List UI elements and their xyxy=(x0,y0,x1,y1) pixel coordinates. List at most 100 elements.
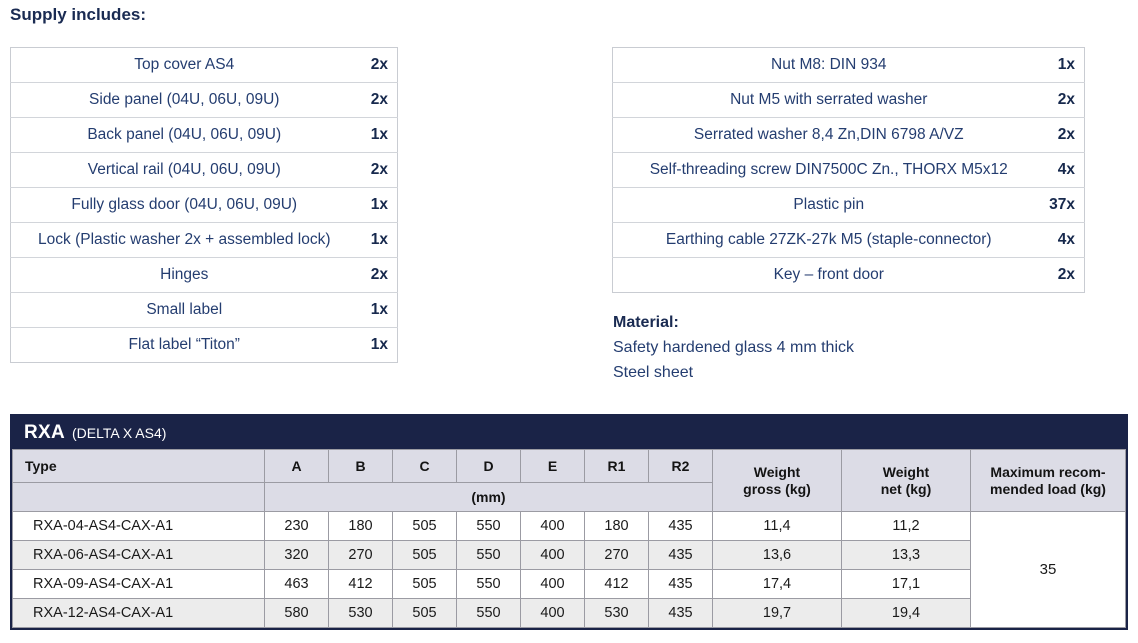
dim-cell: 435 xyxy=(648,569,713,599)
col-header-dim: B xyxy=(328,449,393,483)
dim-cell: 505 xyxy=(392,569,457,599)
dim-cell: 400 xyxy=(520,598,585,628)
dim-cell: 270 xyxy=(584,540,649,570)
dim-cell: 550 xyxy=(456,511,521,541)
supply-item: Lock (Plastic washer 2x + assembled lock… xyxy=(10,222,354,258)
weight-gross-cell: 19,7 xyxy=(712,598,842,628)
supply-qty: 37x xyxy=(1040,187,1085,223)
col-header-dim: R2 xyxy=(648,449,713,483)
supply-row: Nut M5 with serrated washer 2x xyxy=(612,82,1085,118)
supply-item: Back panel (04U, 06U, 09U) xyxy=(10,117,354,153)
spec-title-bar: RXA (DELTA X AS4) xyxy=(12,416,1126,449)
supply-item: Plastic pin xyxy=(612,187,1041,223)
type-cell: RXA-09-AS4-CAX-A1 xyxy=(12,569,265,599)
col-header-weight-gross: Weight gross (kg) xyxy=(712,449,842,512)
supply-row: Earthing cable 27ZK-27k M5 (staple-conne… xyxy=(612,222,1085,258)
dim-cell: 180 xyxy=(584,511,649,541)
supply-qty: 2x xyxy=(1040,82,1085,118)
col-header-max-load: Maximum recom- mended load (kg) xyxy=(970,449,1126,512)
weight-gross-cell: 17,4 xyxy=(712,569,842,599)
unit-row-empty-cell xyxy=(12,482,265,512)
supply-row: Plastic pin 37x xyxy=(612,187,1085,223)
supply-row: Key – front door 2x xyxy=(612,257,1085,293)
type-cell: RXA-04-AS4-CAX-A1 xyxy=(12,511,265,541)
spec-data-row: RXA-06-AS4-CAX-A1 320 270 505 550 400 27… xyxy=(12,540,1126,570)
dim-cell: 320 xyxy=(264,540,329,570)
supply-item: Vertical rail (04U, 06U, 09U) xyxy=(10,152,354,188)
material-label: Material: xyxy=(613,314,679,331)
supply-qty: 1x xyxy=(353,292,398,328)
supply-item: Small label xyxy=(10,292,354,328)
supply-qty: 2x xyxy=(353,82,398,118)
material-section: Material: Safety hardened glass 4 mm thi… xyxy=(613,310,854,385)
supply-row: Self-threading screw DIN7500C Zn., THORX… xyxy=(612,152,1085,188)
col-header-type: Type xyxy=(12,449,265,483)
spec-header-row: Type A B C D E R1 R2 Weight gross (kg) W… xyxy=(12,449,1126,512)
supply-qty: 1x xyxy=(353,117,398,153)
weight-net-cell: 13,3 xyxy=(841,540,971,570)
weight-net-cell: 19,4 xyxy=(841,598,971,628)
dim-cell: 463 xyxy=(264,569,329,599)
dim-cell: 505 xyxy=(392,540,457,570)
spec-data-row: RXA-04-AS4-CAX-A1 230 180 505 550 400 18… xyxy=(12,511,1126,628)
dim-cell: 550 xyxy=(456,569,521,599)
material-line: Safety hardened glass 4 mm thick xyxy=(613,339,855,356)
supply-row: Lock (Plastic washer 2x + assembled lock… xyxy=(10,222,398,258)
supply-qty: 1x xyxy=(353,222,398,258)
col-header-dim: D xyxy=(456,449,521,483)
supply-qty: 1x xyxy=(353,327,398,363)
supply-qty: 4x xyxy=(1040,152,1085,188)
dim-cell: 400 xyxy=(520,569,585,599)
supply-item: Nut M5 with serrated washer xyxy=(612,82,1041,118)
supply-table-right: Nut M8: DIN 934 1x Nut M5 with serrated … xyxy=(612,47,1085,293)
dim-cell: 530 xyxy=(328,598,393,628)
spec-data-row: RXA-09-AS4-CAX-A1 463 412 505 550 400 41… xyxy=(12,569,1126,599)
supply-row: Small label 1x xyxy=(10,292,398,328)
supply-item: Hinges xyxy=(10,257,354,293)
col-header-dim: A xyxy=(264,449,329,483)
dim-cell: 435 xyxy=(648,540,713,570)
supply-row: Nut M8: DIN 934 1x xyxy=(613,48,1085,83)
supply-item: Serrated washer 8,4 Zn,DIN 6798 A/VZ xyxy=(612,117,1041,153)
material-line: Steel sheet xyxy=(613,364,694,381)
supply-table-left: Top cover AS4 2x Side panel (04U, 06U, 0… xyxy=(10,47,398,363)
weight-gross-cell: 11,4 xyxy=(712,511,842,541)
unit-label: (mm) xyxy=(264,482,713,512)
supply-item: Top cover AS4 xyxy=(134,56,235,73)
dim-cell: 400 xyxy=(520,540,585,570)
dim-cell: 580 xyxy=(264,598,329,628)
supply-row: Serrated washer 8,4 Zn,DIN 6798 A/VZ 2x xyxy=(612,117,1085,153)
supply-item: Fully glass door (04U, 06U, 09U) xyxy=(10,187,354,223)
supply-qty: 2x xyxy=(1040,257,1085,293)
dim-cell: 505 xyxy=(392,511,457,541)
dim-cell: 435 xyxy=(648,598,713,628)
type-cell: RXA-12-AS4-CAX-A1 xyxy=(12,598,265,628)
col-header-weight-net: Weight net (kg) xyxy=(841,449,971,512)
supply-row: Hinges 2x xyxy=(10,257,398,293)
dim-cell: 412 xyxy=(328,569,393,599)
supply-qty: 2x xyxy=(353,152,398,188)
supply-row: Back panel (04U, 06U, 09U) 1x xyxy=(10,117,398,153)
dim-cell: 180 xyxy=(328,511,393,541)
spec-subtitle: (DELTA X AS4) xyxy=(72,424,167,441)
supply-row: Top cover AS4 2x xyxy=(11,48,398,83)
spec-title: RXA xyxy=(24,421,66,443)
supply-item: Earthing cable 27ZK-27k M5 (staple-conne… xyxy=(612,222,1041,258)
spec-table: Type A B C D E R1 R2 Weight gross (kg) W… xyxy=(12,449,1126,628)
dim-cell: 435 xyxy=(648,511,713,541)
dim-cell: 400 xyxy=(520,511,585,541)
max-load-cell: 35 xyxy=(970,511,1126,628)
col-header-dim: R1 xyxy=(584,449,649,483)
supply-qty: 4x xyxy=(1040,222,1085,258)
supply-row: Side panel (04U, 06U, 09U) 2x xyxy=(10,82,398,118)
col-header-dim: C xyxy=(392,449,457,483)
dim-cell: 530 xyxy=(584,598,649,628)
supply-item: Side panel (04U, 06U, 09U) xyxy=(10,82,354,118)
dim-cell: 505 xyxy=(392,598,457,628)
weight-net-cell: 17,1 xyxy=(841,569,971,599)
dim-cell: 550 xyxy=(456,598,521,628)
supply-item: Flat label “Titon” xyxy=(10,327,354,363)
col-header-dim: E xyxy=(520,449,585,483)
supply-row: Fully glass door (04U, 06U, 09U) 1x xyxy=(10,187,398,223)
